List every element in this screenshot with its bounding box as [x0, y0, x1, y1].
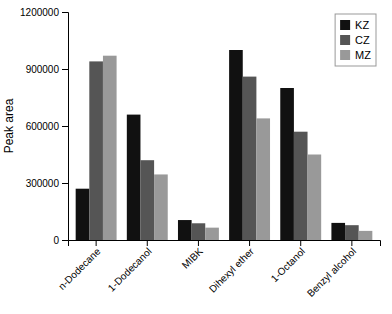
bar	[229, 50, 243, 240]
tick-label: 1-Dodecanol	[106, 246, 154, 294]
y-axis: 0 300000 600000 900000 1200000	[20, 7, 68, 246]
tick-label: 300000	[26, 178, 60, 189]
bar-series	[76, 50, 345, 240]
tick: 1200000	[20, 7, 68, 18]
x-axis: n-Dodecane1-Dodecanol MIBKDihexyl ether 1-…	[56, 240, 380, 299]
legend-swatch	[340, 20, 350, 30]
tick: 0	[53, 235, 68, 246]
tick: MIBK	[180, 240, 205, 271]
tick-label: Dihexyl ether	[207, 245, 257, 295]
legend-label: KZ	[355, 19, 369, 31]
tick-mark	[300, 240, 301, 246]
bar	[103, 56, 117, 240]
legend-item: KZ	[340, 19, 369, 31]
tick-label: 900000	[26, 64, 60, 75]
bar-series	[89, 61, 358, 240]
tick-mark	[62, 240, 68, 241]
tick-mark	[249, 240, 250, 246]
tick-label: 0	[53, 235, 59, 246]
tick: 1-Octanol	[269, 240, 307, 284]
tick-mark	[147, 240, 148, 246]
tick-label: MIBK	[180, 245, 205, 270]
tick-label: 1200000	[20, 7, 59, 18]
tick-mark	[351, 240, 352, 246]
legend-swatch	[340, 50, 350, 60]
axis-domain	[62, 13, 69, 241]
legend-swatch	[340, 35, 350, 45]
tick: Benzyl alcohol	[305, 240, 358, 299]
bar-series	[103, 56, 372, 240]
legend-item: MZ	[340, 49, 371, 61]
bar	[192, 223, 206, 240]
legend-box	[335, 14, 376, 66]
bar	[256, 118, 270, 240]
y-axis-title: Peak area	[2, 98, 16, 153]
tick-mark	[62, 183, 68, 184]
bar	[308, 155, 322, 241]
bar	[294, 132, 308, 240]
plot-area: n-Dodecane1-Dodecanol MIBKDihexyl ether 1-…	[2, 7, 381, 299]
tick: Dihexyl ether	[207, 240, 257, 295]
legend: KZ CZ MZ	[335, 14, 376, 66]
bars	[76, 50, 373, 240]
bar	[127, 115, 141, 240]
tick-mark	[62, 69, 68, 70]
legend-label: CZ	[355, 34, 370, 46]
tick: 1-Dodecanol	[106, 240, 154, 294]
axis-domain	[69, 241, 381, 247]
bar	[205, 228, 219, 240]
bar	[178, 220, 192, 240]
bar	[331, 223, 345, 240]
tick-label: Benzyl alcohol	[305, 246, 358, 299]
chart: n-Dodecane1-Dodecanol MIBKDihexyl ether 1-…	[0, 0, 392, 314]
bar	[140, 160, 154, 240]
tick-label: 600000	[26, 121, 60, 132]
bar	[76, 189, 90, 240]
tick: 300000	[26, 178, 68, 189]
bar	[243, 77, 257, 240]
tick: 900000	[26, 64, 68, 75]
tick-mark	[96, 240, 97, 246]
bar	[154, 174, 168, 240]
tick-label: 1-Octanol	[269, 246, 307, 284]
tick: 600000	[26, 121, 68, 132]
legend-label: MZ	[355, 49, 371, 61]
bar	[280, 88, 294, 240]
tick-mark	[62, 12, 68, 13]
bar	[345, 225, 359, 240]
tick-label: n-Dodecane	[56, 245, 103, 292]
bar	[359, 231, 373, 240]
tick-mark	[198, 240, 199, 246]
legend-item: CZ	[340, 34, 370, 46]
tick: n-Dodecane	[56, 240, 103, 292]
tick-mark	[62, 126, 68, 127]
bar	[89, 61, 103, 240]
